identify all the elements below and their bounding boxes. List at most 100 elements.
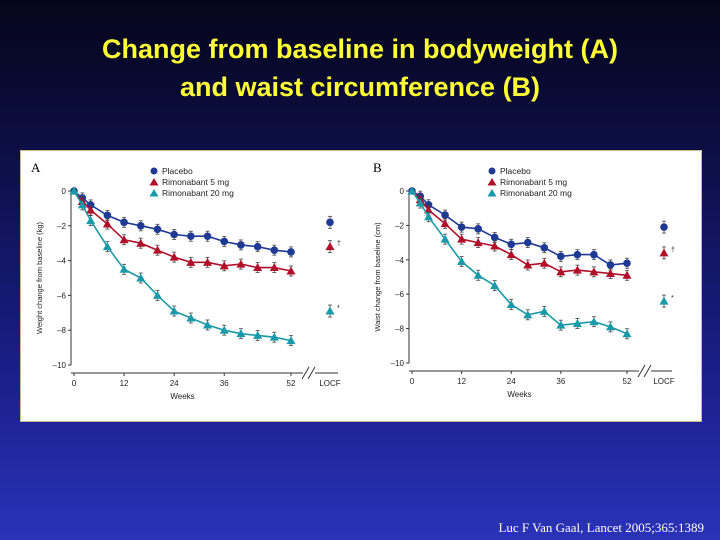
panel-b-point-2 — [415, 198, 425, 207]
figure-svg: A 0 –2 –4 –6 –8 –10 0 12 24 36 52 LOCF Weeks Weight ch… — [31, 160, 675, 401]
panel-a-point-0 — [203, 232, 212, 241]
figure-panel: A 0 –2 –4 –6 –8 –10 0 12 24 36 52 LOCF Weeks Weight ch… — [20, 150, 702, 422]
panel-a-y-axis-title: Weight change from baseline (kg) — [35, 222, 44, 335]
panel-b-y-axis-title: Waist change from baseline (cm) — [373, 222, 382, 332]
panel-b-point-1 — [572, 265, 582, 274]
panel-a-point-1 — [119, 235, 129, 244]
panel-a-point-2 — [77, 200, 87, 209]
panel-b-point-0 — [623, 259, 631, 268]
panel-b-y-tick-label: –4 — [395, 256, 404, 265]
panel-b-point-2 — [605, 322, 615, 331]
panel-b-point-2 — [556, 320, 566, 329]
panel-a-legend-label-1: Rimonabant 5 mg — [162, 177, 229, 187]
panel-b-point-2 — [622, 329, 632, 338]
panel-b-point-1 — [506, 250, 516, 259]
panel-a-point-2 — [253, 330, 263, 339]
panel-b-point-0 — [606, 261, 615, 269]
panel-a-point-0 — [103, 211, 112, 220]
panel-a-locf-point-2 — [325, 306, 335, 315]
panel-a-y-tick-label: 0 — [62, 187, 67, 196]
panel-b-point-1 — [605, 269, 615, 278]
panel-a-point-1 — [186, 257, 196, 266]
panel-b-locf-label: LOCF — [653, 377, 674, 386]
panel-b-legend-label-1: Rimonabant 5 mg — [500, 177, 567, 187]
panel-b-point-1 — [424, 205, 434, 214]
panel-b-locf-note-2: * — [671, 295, 674, 302]
panel-b-point-0 — [573, 250, 582, 259]
panel-b-point-1 — [473, 238, 483, 247]
panel-a-point-1 — [169, 252, 179, 261]
panel-b-legend-marker-2 — [487, 189, 497, 197]
panel-b-x-tick-label: 36 — [556, 377, 565, 386]
panel-b-x-tick-label: 12 — [457, 377, 466, 386]
panel-b-point-0 — [557, 252, 565, 261]
panel-b-legend-label-0: Placebo — [500, 166, 531, 176]
panel-b-point-1 — [440, 219, 450, 228]
panel-b-x-axis-title: Weeks — [507, 390, 531, 399]
panel-b-point-2 — [572, 318, 582, 327]
panel-a-legend-label-2: Rimonabant 20 mg — [162, 188, 234, 198]
panel-b-locf-point-0 — [660, 223, 668, 231]
panel-a-axis-break — [301, 366, 310, 380]
panel-b-point-1 — [556, 267, 566, 276]
panel-b-point-0 — [540, 243, 549, 252]
panel-a-locf-point-0 — [326, 218, 334, 227]
panel-a-x-tick-label: 36 — [220, 379, 229, 388]
panel-b-point-2 — [457, 257, 467, 266]
panel-a-point-0 — [136, 222, 145, 230]
panel-a-point-2 — [269, 332, 279, 341]
panel-b-axis-break — [637, 364, 646, 378]
panel-b-legend-marker-0 — [488, 167, 496, 175]
panel-b-point-2 — [490, 281, 500, 290]
title-line-1: Change from baseline in bodyweight (A) — [101, 34, 619, 64]
panel-b-point-0 — [523, 238, 532, 247]
panel-a-point-2 — [203, 320, 213, 329]
panel-b-point-1 — [490, 241, 500, 250]
panel-b-locf-point-2 — [659, 296, 669, 305]
panel-b-x-tick-label: 0 — [410, 377, 415, 386]
panel-a-point-2 — [236, 329, 246, 338]
panel-b-x-tick-label: 24 — [507, 377, 516, 386]
panel-a-point-2 — [69, 186, 79, 195]
panel-a-x-tick-label: 52 — [287, 379, 296, 388]
panel-b-point-0 — [441, 211, 449, 219]
panel-b-y-tick-label: –10 — [391, 359, 405, 368]
panel-a-y-tick-label: –2 — [57, 222, 66, 231]
panel-b-y-tick-label: –6 — [395, 290, 404, 299]
panel-a-point-1 — [286, 266, 296, 275]
panel-a-locf-point-1 — [325, 242, 335, 251]
panel-b-point-2 — [473, 270, 483, 279]
panel-a-locf-note-2: * — [337, 305, 340, 312]
panel-b-point-1 — [589, 267, 599, 276]
panel-a-locf-label: LOCF — [319, 379, 340, 388]
panel-b-point-0 — [474, 225, 482, 233]
panel-a-point-2 — [152, 290, 162, 299]
panel-b-point-2 — [539, 306, 549, 315]
panel-a-point-0 — [253, 242, 262, 251]
slide-title: Change from baseline in bodyweight (A) a… — [0, 30, 720, 106]
panel-b-point-0 — [457, 223, 466, 231]
panel-a-y-tick-label: –4 — [57, 257, 66, 266]
panel-a-point-0 — [170, 230, 178, 239]
panel-a-point-1 — [203, 257, 213, 266]
panel-a-point-0 — [120, 218, 128, 227]
panel-a-point-2 — [136, 273, 146, 282]
panel-a-point-1 — [236, 259, 246, 268]
panel-a-point-1 — [86, 205, 96, 214]
panel-b-series-line-1 — [411, 190, 628, 277]
panel-a-series-line-1 — [73, 190, 292, 272]
panel-b-locf-note-1: † — [671, 247, 675, 254]
panel-a-locf-note-1: † — [337, 241, 341, 248]
panel-a-legend-marker-2 — [149, 189, 159, 197]
panel-a-point-1 — [136, 238, 146, 247]
panel-a-y-tick-label: –10 — [53, 361, 67, 370]
panel-a-axis-break — [307, 366, 316, 380]
panel-b-point-0 — [490, 233, 499, 242]
panel-a-point-1 — [269, 263, 279, 272]
panel-a-point-0 — [153, 225, 162, 234]
panel-b-point-0 — [590, 250, 598, 259]
panel-b-point-2 — [407, 186, 417, 195]
panel-a-label: A — [31, 160, 41, 175]
panel-a-point-2 — [186, 313, 196, 322]
panel-a-x-tick-label: 12 — [120, 379, 129, 388]
